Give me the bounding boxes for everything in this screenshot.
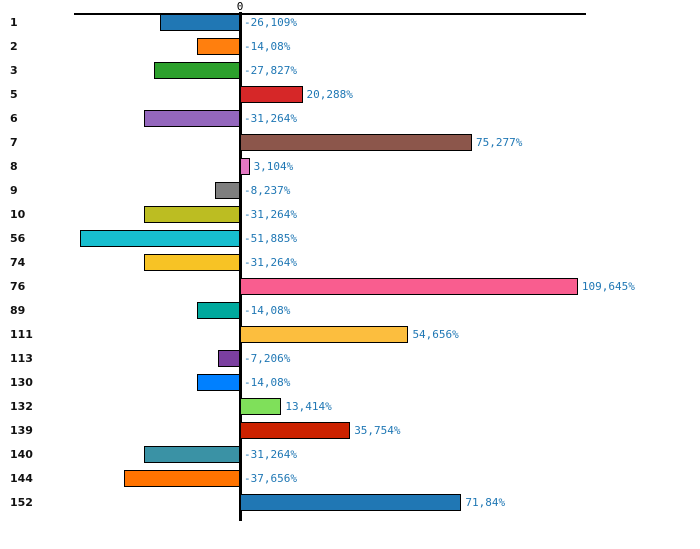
bar-value-label: 71,84% (465, 496, 506, 509)
bar-1[interactable] (159, 14, 240, 31)
bar-74[interactable] (143, 254, 240, 271)
category-label: 2 (10, 40, 18, 53)
bar-value-label: -31,264% (244, 112, 297, 125)
bar-10[interactable] (143, 206, 240, 223)
bar-value-label: 54,656% (412, 328, 459, 341)
bar-row: 7 75,277% (0, 134, 700, 151)
plot-top-rule (74, 13, 586, 15)
bar-7[interactable] (240, 134, 472, 151)
bar-row: 132 13,414% (0, 398, 700, 415)
axis-tick-label-zero: 0 (236, 0, 244, 13)
bar-row: 56 -51,885% (0, 230, 700, 247)
bar-113[interactable] (217, 350, 240, 367)
category-label: 3 (10, 64, 18, 77)
bar-152[interactable] (240, 494, 462, 511)
category-label: 76 (10, 280, 26, 293)
category-label: 10 (10, 208, 26, 221)
bar-row: 111 54,656% (0, 326, 700, 343)
bar-8[interactable] (240, 158, 250, 175)
bar-row: 76 109,645% (0, 278, 700, 295)
bar-56[interactable] (80, 230, 240, 247)
bar-value-label: 13,414% (285, 400, 332, 413)
bar-139[interactable] (240, 422, 351, 439)
bar-5[interactable] (240, 86, 303, 103)
bar-row: 3 -27,827% (0, 62, 700, 79)
bar-value-label: -26,109% (244, 16, 297, 29)
bar-value-label: -31,264% (244, 208, 297, 221)
bar-row: 2 -14,08% (0, 38, 700, 55)
bar-9[interactable] (214, 182, 240, 199)
category-label: 6 (10, 112, 18, 125)
bar-140[interactable] (143, 446, 240, 463)
bar-row: 74 -31,264% (0, 254, 700, 271)
category-label: 1 (10, 16, 18, 29)
bar-row: 9 -8,237% (0, 182, 700, 199)
category-label: 89 (10, 304, 26, 317)
category-label: 140 (10, 448, 33, 461)
bar-value-label: -37,656% (244, 472, 297, 485)
bar-value-label: 35,754% (354, 424, 401, 437)
bar-row: 10 -31,264% (0, 206, 700, 223)
bar-row: 130 -14,08% (0, 374, 700, 391)
category-label: 139 (10, 424, 33, 437)
bar-89[interactable] (196, 302, 240, 319)
bar-value-label: 75,277% (476, 136, 523, 149)
bar-130[interactable] (196, 374, 240, 391)
bar-value-label: 20,288% (306, 88, 353, 101)
bar-row: 113 -7,206% (0, 350, 700, 367)
bar-row: 5 20,288% (0, 86, 700, 103)
bar-value-label: 3,104% (253, 160, 294, 173)
bar-row: 89 -14,08% (0, 302, 700, 319)
category-label: 74 (10, 256, 26, 269)
bar-row: 140 -31,264% (0, 446, 700, 463)
bar-value-label: -27,827% (244, 64, 297, 77)
category-label: 7 (10, 136, 18, 149)
bar-row: 152 71,84% (0, 494, 700, 511)
category-label: 8 (10, 160, 18, 173)
bar-value-label: -14,08% (244, 40, 291, 53)
bar-row: 139 35,754% (0, 422, 700, 439)
category-label: 144 (10, 472, 33, 485)
bar-111[interactable] (240, 326, 409, 343)
bar-row: 1 -26,109% (0, 14, 700, 31)
bar-value-label: -31,264% (244, 256, 297, 269)
category-label: 9 (10, 184, 18, 197)
bar-144[interactable] (123, 470, 240, 487)
category-label: 111 (10, 328, 33, 341)
category-label: 5 (10, 88, 18, 101)
bar-row: 6 -31,264% (0, 110, 700, 127)
bar-76[interactable] (240, 278, 578, 295)
bar-value-label: -8,237% (244, 184, 291, 197)
category-label: 130 (10, 376, 33, 389)
bar-6[interactable] (143, 110, 240, 127)
category-label: 152 (10, 496, 33, 509)
zero-axis-line (239, 12, 242, 521)
category-label: 56 (10, 232, 26, 245)
bar-value-label: 109,645% (581, 280, 635, 293)
bar-2[interactable] (196, 38, 240, 55)
bar-value-label: -14,08% (244, 376, 291, 389)
bar-value-label: -51,885% (244, 232, 297, 245)
bar-row: 144 -37,656% (0, 470, 700, 487)
bar-3[interactable] (154, 62, 240, 79)
bar-value-label: -14,08% (244, 304, 291, 317)
bar-132[interactable] (240, 398, 282, 415)
bar-row: 8 3,104% (0, 158, 700, 175)
bar-value-label: -7,206% (244, 352, 291, 365)
category-label: 113 (10, 352, 33, 365)
bar-value-label: -31,264% (244, 448, 297, 461)
category-label: 132 (10, 400, 33, 413)
